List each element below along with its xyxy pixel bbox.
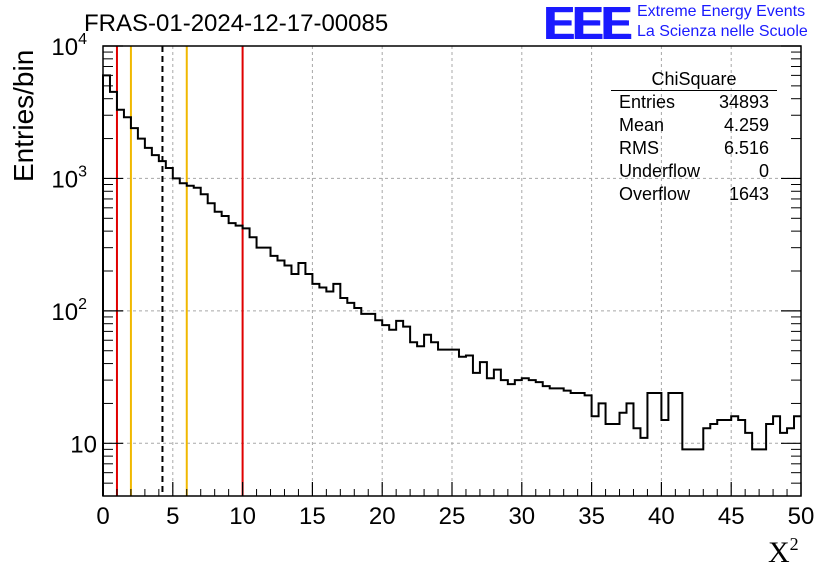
tick-labels: 0 5 10 15 20 25 30 35 40 45 50 104 103 102 10 — [51, 31, 814, 530]
reference-lines — [115, 46, 244, 496]
x-tick-label: 45 — [718, 503, 745, 530]
logo-tagline-1: Extreme Energy Events — [637, 3, 806, 20]
x-tick-label: 0 — [96, 503, 109, 530]
stats-value: 34893 — [718, 92, 769, 112]
x-axis-label-sup: 2 — [789, 534, 799, 554]
stats-row-entries: Entries 34893 — [611, 91, 777, 114]
x-tick-label: 20 — [369, 503, 396, 530]
x-tick-label: 15 — [299, 503, 326, 530]
stats-row-rms: RMS 6.516 — [611, 137, 777, 160]
logo-tagline-2: La Scienza nelle Scuole — [637, 23, 808, 40]
stats-value: 6.516 — [723, 138, 769, 158]
y-tick-label: 102 — [51, 296, 87, 326]
y-tick-label: 103 — [51, 163, 87, 193]
stats-label: Overflow — [619, 184, 691, 204]
stats-row-mean: Mean 4.259 — [611, 114, 777, 137]
chart-title: FRAS-01-2024-12-17-00085 — [84, 10, 389, 37]
stats-row-underflow: Underflow 0 — [611, 160, 777, 183]
stats-title: ChiSquare — [611, 68, 777, 91]
x-tick-label: 40 — [648, 503, 675, 530]
y-tick-label: 104 — [51, 31, 87, 61]
stats-label: Entries — [619, 92, 676, 112]
stats-label: Underflow — [619, 161, 701, 181]
stats-label: RMS — [619, 138, 659, 158]
stats-row-overflow: Overflow 1643 — [611, 183, 777, 206]
y-axis-label: Entries/bin — [8, 49, 39, 182]
histogram-series — [102, 74, 801, 496]
x-tick-label: 30 — [508, 503, 535, 530]
x-tick-label: 35 — [578, 503, 605, 530]
histogram-line — [102, 74, 801, 496]
x-tick-label: 25 — [439, 503, 466, 530]
stats-box: ChiSquare Entries 34893 Mean 4.259 RMS 6… — [611, 68, 777, 206]
x-axis-label-base: X — [768, 536, 790, 569]
stats-value: 1643 — [728, 184, 769, 204]
x-axis-label: X2 — [768, 534, 799, 570]
stats-value: 0 — [758, 161, 769, 181]
stats-label: Mean — [619, 115, 665, 135]
x-tick-label: 50 — [788, 503, 815, 530]
stats-value: 4.259 — [723, 115, 769, 135]
eee-logo: EEE — [543, 0, 631, 49]
axis-ticks — [102, 45, 802, 497]
y-tick-label: 10 — [70, 431, 97, 458]
x-tick-label: 10 — [229, 503, 256, 530]
x-tick-label: 5 — [166, 503, 179, 530]
